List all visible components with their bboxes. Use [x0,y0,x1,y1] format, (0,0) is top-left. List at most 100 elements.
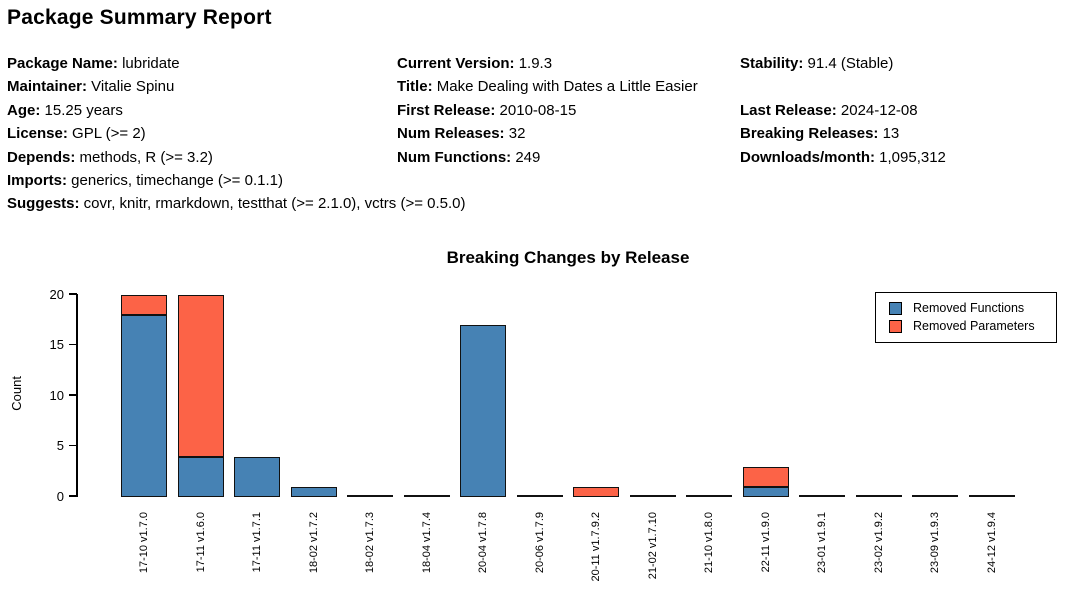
y-tick-label: 20 [49,286,64,302]
x-tick-label: 17-10 v1.7.0 [138,512,150,574]
info-field-label: Num Functions: [397,148,512,166]
x-tick-label: 23-09 v1.9.3 [929,512,941,574]
bar-zero-23-02-v1.9.2 [855,495,902,497]
bar-zero-24-12-v1.9.4 [968,495,1015,497]
info-field-label: License: [7,125,68,143]
bar-removed-parameters-17-11-v1.6.0 [177,295,224,457]
info-field-label: Num Releases: [397,125,505,143]
y-tick-mark [69,343,77,346]
y-tick-mark [69,293,77,295]
info-field: Age: 15.25 years [7,99,466,122]
info-field-label: Downloads/month: [740,148,875,166]
x-tick-label: 23-01 v1.9.1 [816,512,828,574]
info-field: Depends: methods, R (>= 3.2) [7,146,466,169]
info-field: License: GPL (>= 2) [7,122,466,145]
info-column-middle: Current Version: 1.9.3 Title: Make Dealin… [397,52,698,169]
bar-zero-21-10-v1.8.0 [686,495,732,497]
info-field: Current Version: 1.9.3 [397,52,698,75]
info-field-label: Package Name: [7,55,118,72]
y-tick-label: 15 [49,337,64,352]
info-column-right: Stability: 91.4 (Stable) Last Release: 20… [740,52,946,169]
bar-removed-parameters-20-11-v1.7.9.2 [573,486,619,497]
bar-removed-parameters-22-11-v1.9.0 [742,466,789,487]
info-field-label: Age: [7,101,41,119]
info-field-value: covr, knitr, rmarkdown, testthat (>= 2.1… [79,195,466,213]
x-tick-label: 18-02 v1.7.2 [307,512,320,574]
x-tick-label: 22-11 v1.9.0 [759,512,772,573]
info-field-value: lubridate [117,55,180,72]
y-tick-label: 0 [56,488,64,504]
info-field: Imports: generics, timechange (>= 0.1.1) [7,169,466,192]
info-field: Downloads/month: 1,095,312 [740,146,946,169]
info-field-label: Imports: [7,171,67,189]
legend-label: Removed Functions [913,301,1025,315]
info-field-label: Current Version: [397,55,515,72]
bar-zero-21-02-v1.7.10 [629,495,676,497]
info-field: Maintainer: Vitalie Spinu [7,75,466,98]
x-tick-label: 23-02 v1.9.2 [872,512,885,574]
y-tick-mark [69,495,77,497]
legend-item: Removed Functions [889,302,1056,315]
info-field: Suggests: covr, knitr, rmarkdown, testth… [7,192,466,215]
info-field-value: 249 [511,148,541,166]
bar-removed-functions-17-10-v1.7.0 [121,315,167,497]
bar-removed-functions-17-11-v1.7.1 [234,456,280,497]
x-tick-label: 24-12 v1.9.4 [985,512,998,574]
info-column-left: Package Name: lubridate Maintainer: Vital… [7,52,466,216]
info-field-label: Stability: [740,55,804,72]
info-field-value: GPL (>= 2) [67,125,146,143]
bar-removed-functions-18-02-v1.7.2 [290,486,337,497]
chart-title: Breaking Changes by Release [446,248,690,267]
info-field-label: Maintainer: [7,78,88,96]
info-field-value: 13 [878,125,900,143]
info-field-value: Make Dealing with Dates a Little Easier [432,78,698,96]
info-field: Last Release: 2024-12-08 [740,99,946,122]
info-field-value: 1,095,312 [875,148,946,166]
info-field-value: 2024-12-08 [836,101,918,119]
x-tick-label: 20-11 v1.7.9.2 [590,512,602,582]
x-tick-label: 17-11 v1.6.0 [194,512,207,573]
page-title: Package Summary Report [7,6,272,29]
info-field: Num Functions: 249 [397,146,698,169]
y-tick-mark [69,394,77,396]
x-tick-label: 21-10 v1.8.0 [703,512,715,574]
legend-label: Removed Parameters [913,319,1035,333]
info-field-label: Breaking Releases: [740,125,879,143]
info-field [740,75,946,98]
x-tick-label: 18-04 v1.7.4 [420,512,433,574]
info-field-label: Suggests: [7,195,80,213]
bar-zero-20-06-v1.7.9 [516,495,563,497]
bar-zero-23-01-v1.9.1 [799,495,845,497]
info-field-label: Title: [397,78,433,96]
info-field-label: Depends: [7,148,76,166]
legend-item: Removed Parameters [889,320,1056,333]
y-tick-mark [69,444,77,447]
info-field-value: 2010-08-15 [495,101,577,119]
info-field: First Release: 2010-08-15 [397,99,698,122]
info-field-value: 1.9.3 [514,55,553,72]
bar-zero-18-02-v1.7.3 [347,495,393,497]
y-axis-label: Count [9,376,24,411]
info-field: Package Name: lubridate [7,52,466,75]
info-field: Stability: 91.4 (Stable) [740,52,946,75]
info-field: Breaking Releases: 13 [740,122,946,145]
bar-removed-parameters-17-10-v1.7.0 [121,295,167,316]
info-field-label: First Release: [397,101,496,119]
bar-zero-18-04-v1.7.4 [403,495,450,497]
bar-removed-functions-20-04-v1.7.8 [460,325,506,497]
info-field: Title: Make Dealing with Dates a Little … [397,75,698,98]
bar-zero-23-09-v1.9.3 [912,495,958,497]
info-field-value: 15.25 years [40,101,123,119]
y-tick-label: 5 [56,438,64,453]
info-field-value: methods, R (>= 3.2) [75,148,213,166]
bar-removed-functions-22-11-v1.9.0 [742,486,789,497]
info-field: Num Releases: 32 [397,122,698,145]
x-tick-label: 20-06 v1.7.9 [533,512,546,574]
x-tick-label: 21-02 v1.7.10 [646,512,659,580]
legend-swatch-removed-functions [889,302,902,315]
info-field-value: 32 [504,125,526,143]
bar-removed-functions-17-11-v1.6.0 [177,456,224,497]
info-field-value: Vitalie Spinu [87,78,175,96]
y-tick-label: 10 [49,387,64,403]
